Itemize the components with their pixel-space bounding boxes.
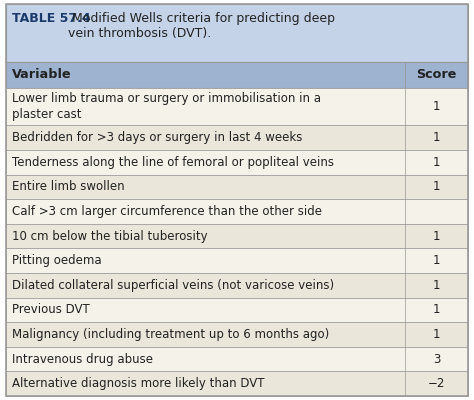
- Text: Calf >3 cm larger circumference than the other side: Calf >3 cm larger circumference than the…: [12, 205, 322, 218]
- Text: 1: 1: [433, 279, 440, 292]
- Text: 1: 1: [433, 180, 440, 193]
- Text: Lower limb trauma or surgery or immobilisation in a
plaster cast: Lower limb trauma or surgery or immobili…: [12, 92, 321, 122]
- Bar: [6, 199, 468, 224]
- Text: Bedridden for >3 days or surgery in last 4 weeks: Bedridden for >3 days or surgery in last…: [12, 131, 302, 144]
- Text: 1: 1: [433, 303, 440, 316]
- Bar: [6, 62, 468, 88]
- Text: TABLE 57.4: TABLE 57.4: [12, 12, 91, 25]
- Text: Malignancy (including treatment up to 6 months ago): Malignancy (including treatment up to 6 …: [12, 328, 329, 341]
- Text: 1: 1: [433, 131, 440, 144]
- Bar: [6, 88, 468, 125]
- Text: Tenderness along the line of femoral or popliteal veins: Tenderness along the line of femoral or …: [12, 156, 334, 169]
- Bar: [6, 174, 468, 199]
- Text: Variable: Variable: [12, 68, 72, 82]
- Bar: [6, 150, 468, 174]
- Text: 1: 1: [433, 254, 440, 267]
- Bar: [6, 322, 468, 347]
- Text: Modified Wells criteria for predicting deep
vein thrombosis (DVT).: Modified Wells criteria for predicting d…: [68, 12, 335, 40]
- Bar: [6, 125, 468, 150]
- Text: 1: 1: [433, 230, 440, 242]
- Text: Dilated collateral superficial veins (not varicose veins): Dilated collateral superficial veins (no…: [12, 279, 334, 292]
- Text: 1: 1: [433, 328, 440, 341]
- Bar: [6, 224, 468, 248]
- Text: Previous DVT: Previous DVT: [12, 303, 90, 316]
- Bar: [6, 298, 468, 322]
- Bar: [6, 273, 468, 298]
- Text: Pitting oedema: Pitting oedema: [12, 254, 101, 267]
- Text: 10 cm below the tibial tuberosity: 10 cm below the tibial tuberosity: [12, 230, 208, 242]
- Text: 3: 3: [433, 352, 440, 366]
- Text: −2: −2: [428, 377, 445, 390]
- Text: Entire limb swollen: Entire limb swollen: [12, 180, 125, 193]
- Text: 1: 1: [433, 100, 440, 113]
- Bar: [6, 347, 468, 371]
- Text: Alternative diagnosis more likely than DVT: Alternative diagnosis more likely than D…: [12, 377, 264, 390]
- Bar: [6, 4, 468, 62]
- Text: Intravenous drug abuse: Intravenous drug abuse: [12, 352, 153, 366]
- Text: 1: 1: [433, 156, 440, 169]
- Text: Score: Score: [416, 68, 456, 82]
- Bar: [6, 248, 468, 273]
- Bar: [6, 371, 468, 396]
